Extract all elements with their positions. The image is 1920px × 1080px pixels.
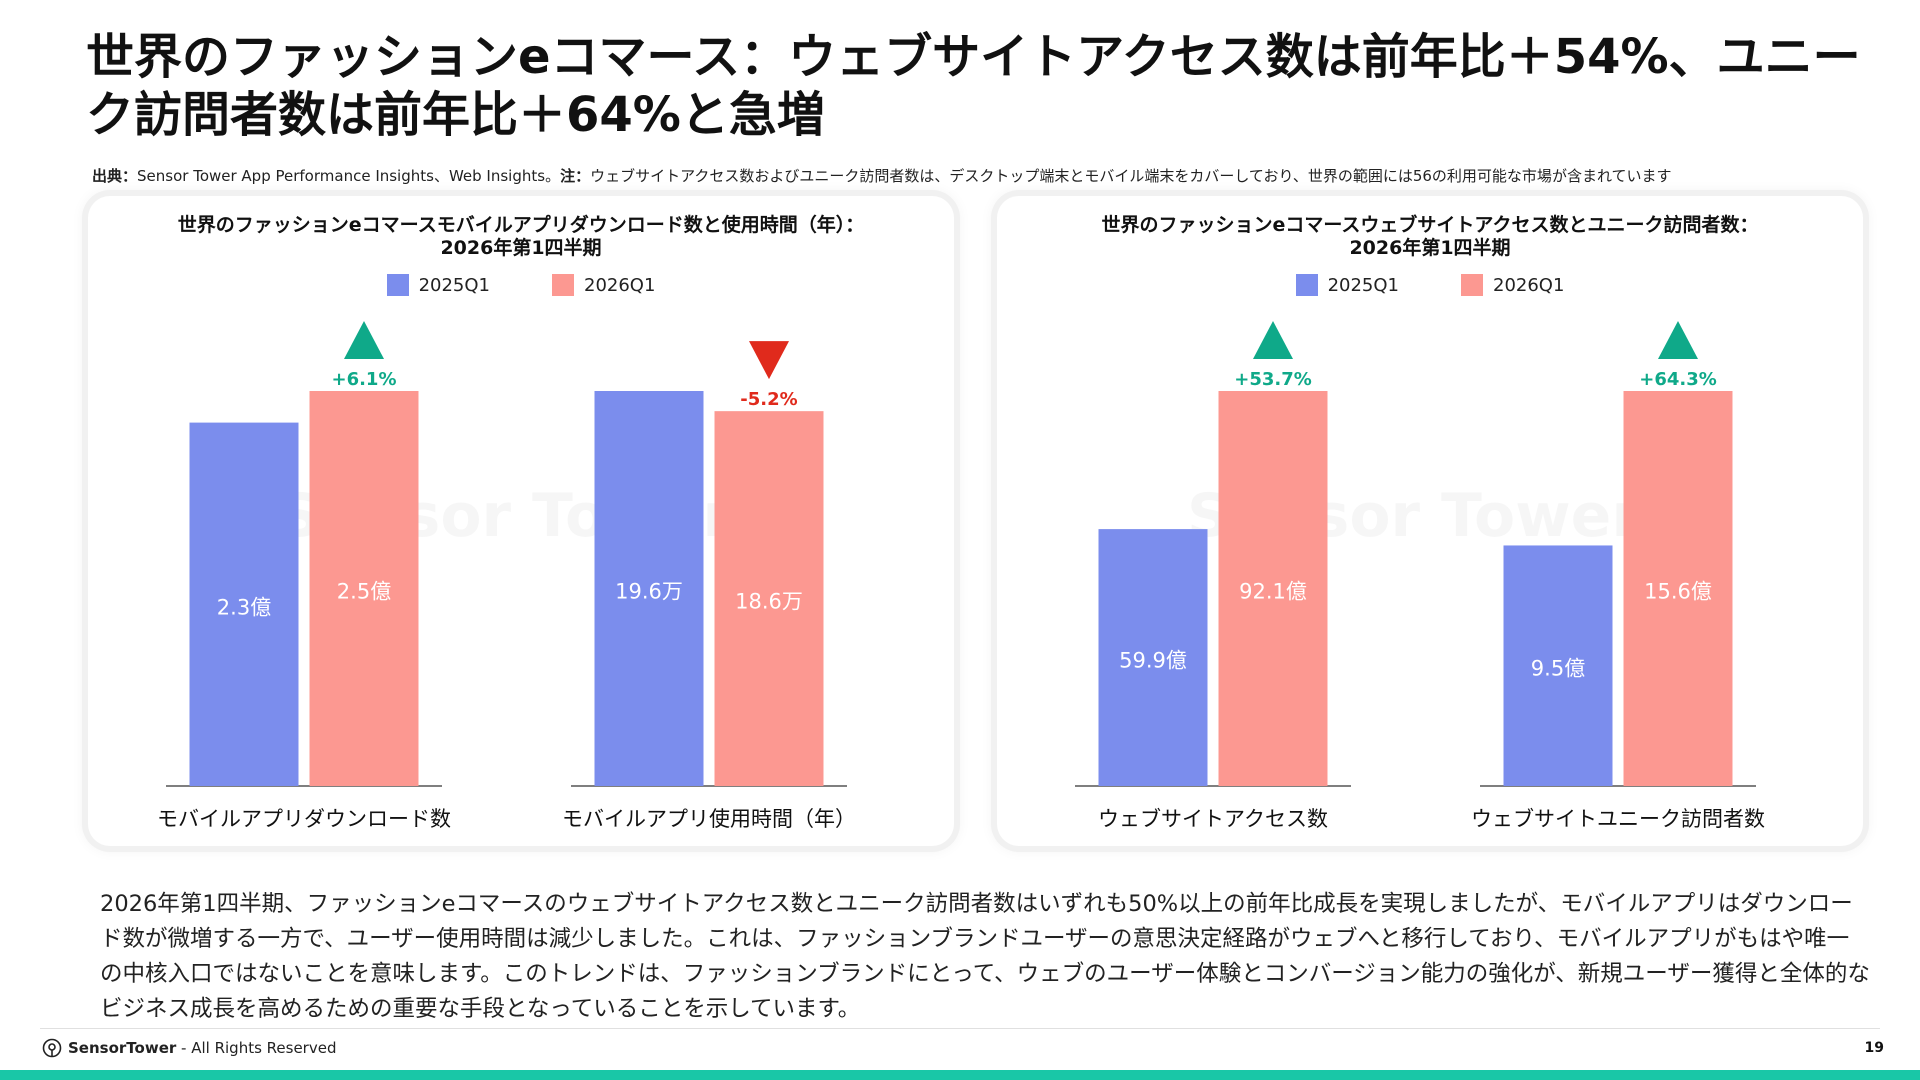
- category-label: モバイルアプリダウンロード数: [157, 807, 451, 831]
- up-arrow-icon: [1253, 321, 1293, 359]
- change-percent-label: +64.3%: [1639, 369, 1717, 390]
- bar-value-label: 2.5億: [337, 580, 391, 604]
- bar-value-label: 18.6万: [735, 590, 803, 614]
- category-label: モバイルアプリ使用時間（年）: [562, 807, 856, 831]
- footer-logo: SensorTower - All Rights Reserved: [42, 1038, 336, 1058]
- chart-title: 世界のファッションeコマースモバイルアプリダウンロード数と使用時間（年）： 202…: [88, 214, 954, 260]
- summary-text: 2026年第1四半期、ファッションeコマースのウェブサイトアクセス数とユニーク訪…: [100, 891, 1870, 1022]
- note-label: 注：: [560, 167, 591, 185]
- category-label: ウェブサイトユニーク訪問者数: [1471, 807, 1765, 831]
- bar-value-label: 92.1億: [1239, 580, 1307, 604]
- chart-legend: 2025Q1 2026Q1: [997, 274, 1863, 296]
- bar-value-label: 15.6億: [1644, 580, 1712, 604]
- chart-title-line: 世界のファッションeコマースウェブサイトアクセス数とユニーク訪問者数：: [1101, 214, 1759, 236]
- change-percent-label: -5.2%: [740, 389, 797, 410]
- chart-title-line: 世界のファッションeコマースモバイルアプリダウンロード数と使用時間（年）：: [177, 214, 865, 236]
- legend-item: 2025Q1: [386, 274, 490, 296]
- bar: [1098, 529, 1208, 786]
- change-percent-label: +6.1%: [331, 369, 396, 390]
- bar-chart-app: 2.3億 2.5億 +6.1% モバイルアプリダウンロード数 19.6万 18.6万 -5.…: [157, 321, 856, 831]
- chart-title-line: 2026年第1四半期: [1349, 237, 1511, 259]
- source-label: 出典：: [92, 167, 138, 185]
- legend-swatch: [552, 274, 574, 296]
- legend-label: 2026Q1: [1493, 274, 1565, 296]
- chart-panel-web: Sensor Tower 世界のファッションeコマースウェブサイトアクセス数とユ…: [997, 196, 1863, 846]
- legend-label: 2026Q1: [584, 274, 656, 296]
- up-arrow-icon: [1658, 321, 1698, 359]
- footer-brand: SensorTower: [68, 1039, 177, 1057]
- chart-title-line: 2026年第1四半期: [440, 237, 602, 259]
- bar: [1623, 391, 1733, 786]
- chart-panel-app: Sensor Tower 世界のファッションeコマースモバイルアプリダウンロード…: [88, 196, 954, 846]
- legend-swatch: [1461, 274, 1483, 296]
- note-text: ウェブサイトアクセス数およびユニーク訪問者数は、デスクトップ端末とモバイル端末を…: [590, 167, 1672, 185]
- bar: [309, 391, 419, 786]
- bar: [1218, 391, 1328, 786]
- bottom-accent-bar: [0, 1070, 1920, 1080]
- bar: [594, 391, 704, 786]
- legend-item: 2026Q1: [1461, 274, 1564, 296]
- legend-item: 2025Q1: [1295, 274, 1399, 296]
- chart-legend: 2025Q1 2026Q1: [88, 274, 954, 296]
- page-title: 世界のファッションeコマース：ウェブサイトアクセス数は前年比＋54%、ユニーク訪…: [86, 29, 1861, 143]
- bar-value-label: 59.9億: [1119, 649, 1187, 673]
- sensor-tower-logo-icon: [42, 1038, 62, 1058]
- legend-swatch: [386, 274, 409, 296]
- page-number: 19: [1864, 1040, 1884, 1056]
- down-arrow-icon: [749, 341, 789, 380]
- category-label: ウェブサイトアクセス数: [1098, 807, 1328, 831]
- legend-item: 2026Q1: [552, 274, 655, 296]
- bar: [1503, 545, 1613, 786]
- bar: [189, 422, 299, 786]
- bar-value-label: 19.6万: [615, 580, 683, 604]
- footer-rights: - All Rights Reserved: [176, 1039, 337, 1057]
- legend-label: 2025Q1: [418, 274, 490, 296]
- source-note: 出典：Sensor Tower App Performance Insights…: [92, 165, 1872, 186]
- bar-chart-web: 59.9億 92.1億 +53.7% ウェブサイトアクセス数 9.5億 15.6億 +64.…: [1075, 321, 1765, 831]
- chart-title: 世界のファッションeコマースウェブサイトアクセス数とユニーク訪問者数： 2026年…: [997, 214, 1863, 260]
- change-percent-label: +53.7%: [1234, 369, 1312, 390]
- legend-label: 2025Q1: [1327, 274, 1399, 296]
- footer-divider: [40, 1028, 1880, 1029]
- bar: [714, 411, 824, 786]
- bar-value-label: 2.3億: [217, 595, 271, 619]
- up-arrow-icon: [344, 321, 384, 359]
- legend-swatch: [1295, 274, 1318, 296]
- source-text: Sensor Tower App Performance Insights、We…: [137, 167, 561, 185]
- bar-value-label: 9.5億: [1531, 657, 1585, 681]
